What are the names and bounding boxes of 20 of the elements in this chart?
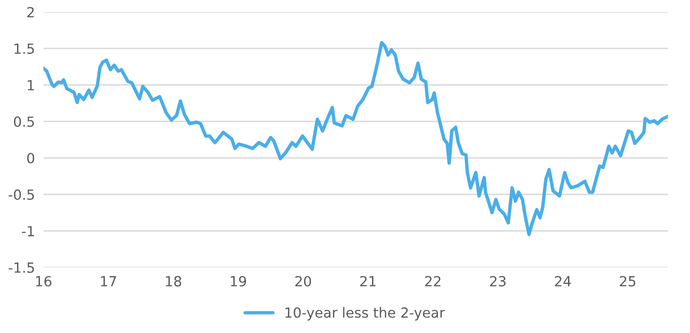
x-tick-label: 24: [554, 276, 571, 286]
line-series: [43, 40, 668, 236]
x-tick-label: 17: [101, 276, 116, 286]
x-tick-label: 20: [295, 276, 312, 286]
x-tick-label: 16: [36, 276, 52, 286]
y-tick-label: 1.5: [14, 44, 34, 54]
legend-label: 10-year less the 2-year: [286, 307, 445, 320]
y-tick-label: 2: [27, 6, 34, 18]
y-tick-label: -1.5: [8, 262, 34, 273]
y-tick-label: 0: [27, 152, 34, 164]
y-tick-label: 0.5: [14, 116, 34, 127]
x-tick-label: 22: [425, 276, 440, 286]
y-tick-label: 1: [28, 80, 34, 90]
x-tick-label: 21: [360, 276, 376, 286]
x-tick-label: 18: [166, 276, 182, 286]
x-tick-label: 25: [620, 276, 636, 286]
x-tick-label: 23: [490, 276, 506, 286]
y-tick-label: -1: [22, 226, 34, 236]
x-tick-label: 19: [230, 276, 246, 286]
y-tick-label: -0.5: [8, 189, 34, 200]
